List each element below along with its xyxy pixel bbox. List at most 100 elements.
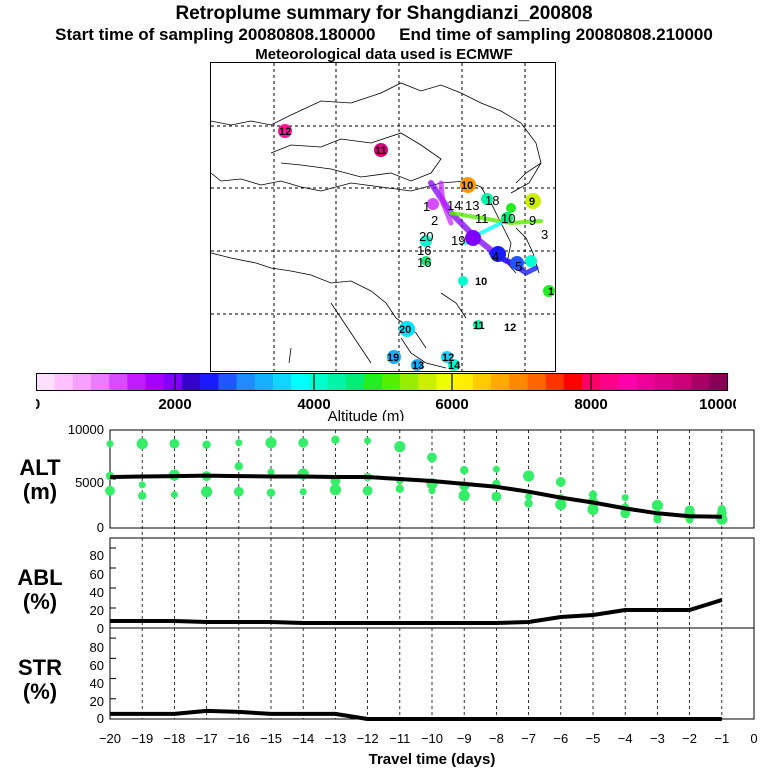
map-label: 1: [548, 286, 554, 298]
abl-ytick: 60: [90, 567, 104, 582]
colorbar-cell: [72, 373, 92, 391]
alt-ytick: 5000: [75, 475, 104, 490]
map-label: 12: [504, 322, 516, 334]
colorbar-cell: [200, 373, 219, 391]
colorbar-cell: [291, 373, 310, 391]
colorbar-cell: [345, 373, 365, 391]
colorbar-cell: [472, 373, 492, 391]
colorbar-cell: [109, 373, 129, 391]
svg-text:4: 4: [492, 249, 499, 264]
alt-dot: [428, 487, 436, 495]
colorbar-cell: [36, 373, 56, 391]
x-tick-label: −3: [650, 731, 665, 746]
x-tick-label: −15: [260, 731, 282, 746]
x-tick-label: −14: [292, 731, 314, 746]
colorbar-cell: [236, 373, 256, 391]
sampling-times: Start time of sampling 20080808.180000 E…: [0, 25, 768, 45]
x-tick-label: −11: [389, 731, 410, 746]
abl-ytick: 40: [90, 585, 104, 600]
x-tick-label: −10: [421, 731, 443, 746]
x-tick-label: −2: [682, 731, 697, 746]
x-axis-label: Travel time (days): [369, 751, 496, 768]
svg-text:10: 10: [501, 211, 515, 226]
colorbar-cells: [36, 373, 729, 391]
map-label-text: 12 11 10 9 1 20 19 13 12 14 11 12 10: [279, 126, 554, 371]
alt-dot: [523, 470, 535, 482]
plots-svg: 10000 5000 0 80 60 40 20 0 80 60 40 20 0…: [68, 422, 758, 768]
colorbar-cell: [400, 373, 419, 391]
alt-dot: [458, 490, 470, 502]
x-tick-label: −20: [99, 731, 121, 746]
alt-dot: [235, 439, 243, 447]
colorbar-cell: [672, 373, 692, 391]
colorbar-cell: [254, 373, 274, 391]
alt-dot: [686, 516, 694, 524]
x-tick-label: −12: [357, 731, 379, 746]
colorbar-cell: [145, 373, 165, 391]
x-tick-label: −6: [553, 731, 568, 746]
abl-line: [110, 598, 723, 625]
svg-text:9: 9: [529, 213, 536, 228]
alt-dot: [587, 503, 599, 515]
map-label: 12: [279, 126, 291, 138]
alt-dot: [138, 491, 147, 500]
alt-dot: [267, 468, 275, 476]
x-tick-label: −17: [196, 731, 218, 746]
colorbar-cell: [127, 373, 147, 391]
svg-text:16: 16: [417, 255, 431, 270]
x-tick-label: −5: [586, 731, 601, 746]
svg-text:19: 19: [451, 233, 465, 248]
x-tick-label: −4: [618, 731, 633, 746]
colorbar-tick: 2000: [158, 396, 191, 413]
colorbar-cell: [309, 373, 329, 391]
map-label: 10: [461, 180, 473, 192]
x-tick-label: −16: [228, 731, 250, 746]
alt-dot: [265, 437, 277, 449]
svg-text:1: 1: [423, 199, 430, 214]
alt-dot: [266, 488, 276, 497]
colorbar-cell: [181, 373, 201, 391]
svg-text:5: 5: [515, 259, 522, 274]
alt-dot: [427, 452, 437, 463]
svg-text:13: 13: [465, 198, 479, 213]
colorbar-tick: 6000: [435, 396, 468, 413]
map-label: 20: [399, 324, 411, 336]
colorbar-cell: [709, 373, 729, 391]
abl-unit: (%): [22, 589, 58, 614]
x-tick-label: −13: [324, 731, 346, 746]
alt-dot: [395, 484, 404, 493]
x-tick-label: −18: [163, 731, 185, 746]
chart-title: Retroplume summary for Shangdianzi_20080…: [175, 3, 593, 24]
str-panel-label: STR (%): [0, 656, 80, 704]
svg-text:2: 2: [431, 213, 438, 228]
map-label: 14: [448, 360, 461, 371]
alt-dot: [298, 437, 309, 448]
colorbar-cell: [491, 373, 510, 391]
alt-dot: [202, 440, 211, 449]
alt-ytick: 10000: [68, 422, 104, 437]
x-tick-label: −8: [489, 731, 504, 746]
met-data-label: Meteorological data used is ECMWF: [255, 46, 513, 63]
alt-unit: (m): [22, 479, 58, 504]
alt-dot: [555, 498, 567, 511]
colorbar-cell: [654, 373, 674, 391]
alt-dot: [620, 508, 631, 519]
str-unit: (%): [22, 679, 58, 704]
colorbar-cell: [563, 373, 583, 391]
map-label: 9: [529, 196, 535, 208]
colorbar-cell: [454, 373, 474, 391]
altitude-colorbar: 0 2000 4000 6000 8000 10000 Altitude (m): [32, 373, 741, 426]
x-tick-label: −9: [457, 731, 472, 746]
colorbar-cell: [54, 373, 74, 391]
alt-dot: [653, 514, 662, 524]
alt-dot: [362, 485, 373, 496]
alt-dot: [299, 488, 307, 496]
abl-ytick: 20: [90, 603, 104, 618]
alt-label: ALT: [19, 455, 61, 480]
colorbar-cell: [163, 373, 183, 391]
str-line: [110, 708, 722, 721]
alt-dot: [555, 477, 566, 487]
x-tick-label: −7: [521, 731, 536, 746]
plume-map: 12 11 10 9 1 20 19 13 12 14 11 12 10 20 …: [210, 62, 556, 372]
end-time-label: End time of sampling 20080808.210000: [399, 25, 713, 44]
